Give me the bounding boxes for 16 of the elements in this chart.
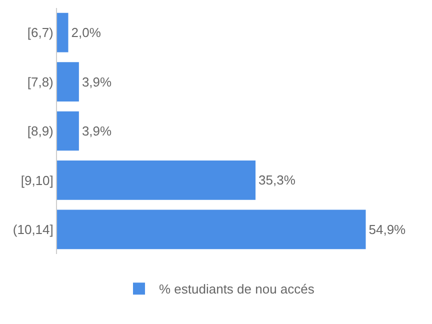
data-label: 54,9% [368,222,406,237]
y-tick-label: [7,8) [27,74,54,90]
legend-label: % estudiants de nou accés [159,282,315,297]
y-tick-label: (10,14] [12,222,54,237]
y-tick-label: [6,7) [27,25,54,40]
bar [57,210,366,250]
bar [57,111,79,151]
y-tick-label: [8,9) [27,124,54,139]
bar [57,160,256,200]
data-label: 3,9% [82,124,112,138]
y-tick-label: [9,10] [20,172,54,188]
data-label: 2,0% [71,25,102,40]
data-label: 35,3% [258,172,296,188]
data-label: 3,9% [82,74,112,90]
bar [57,62,79,102]
bar [57,12,68,52]
